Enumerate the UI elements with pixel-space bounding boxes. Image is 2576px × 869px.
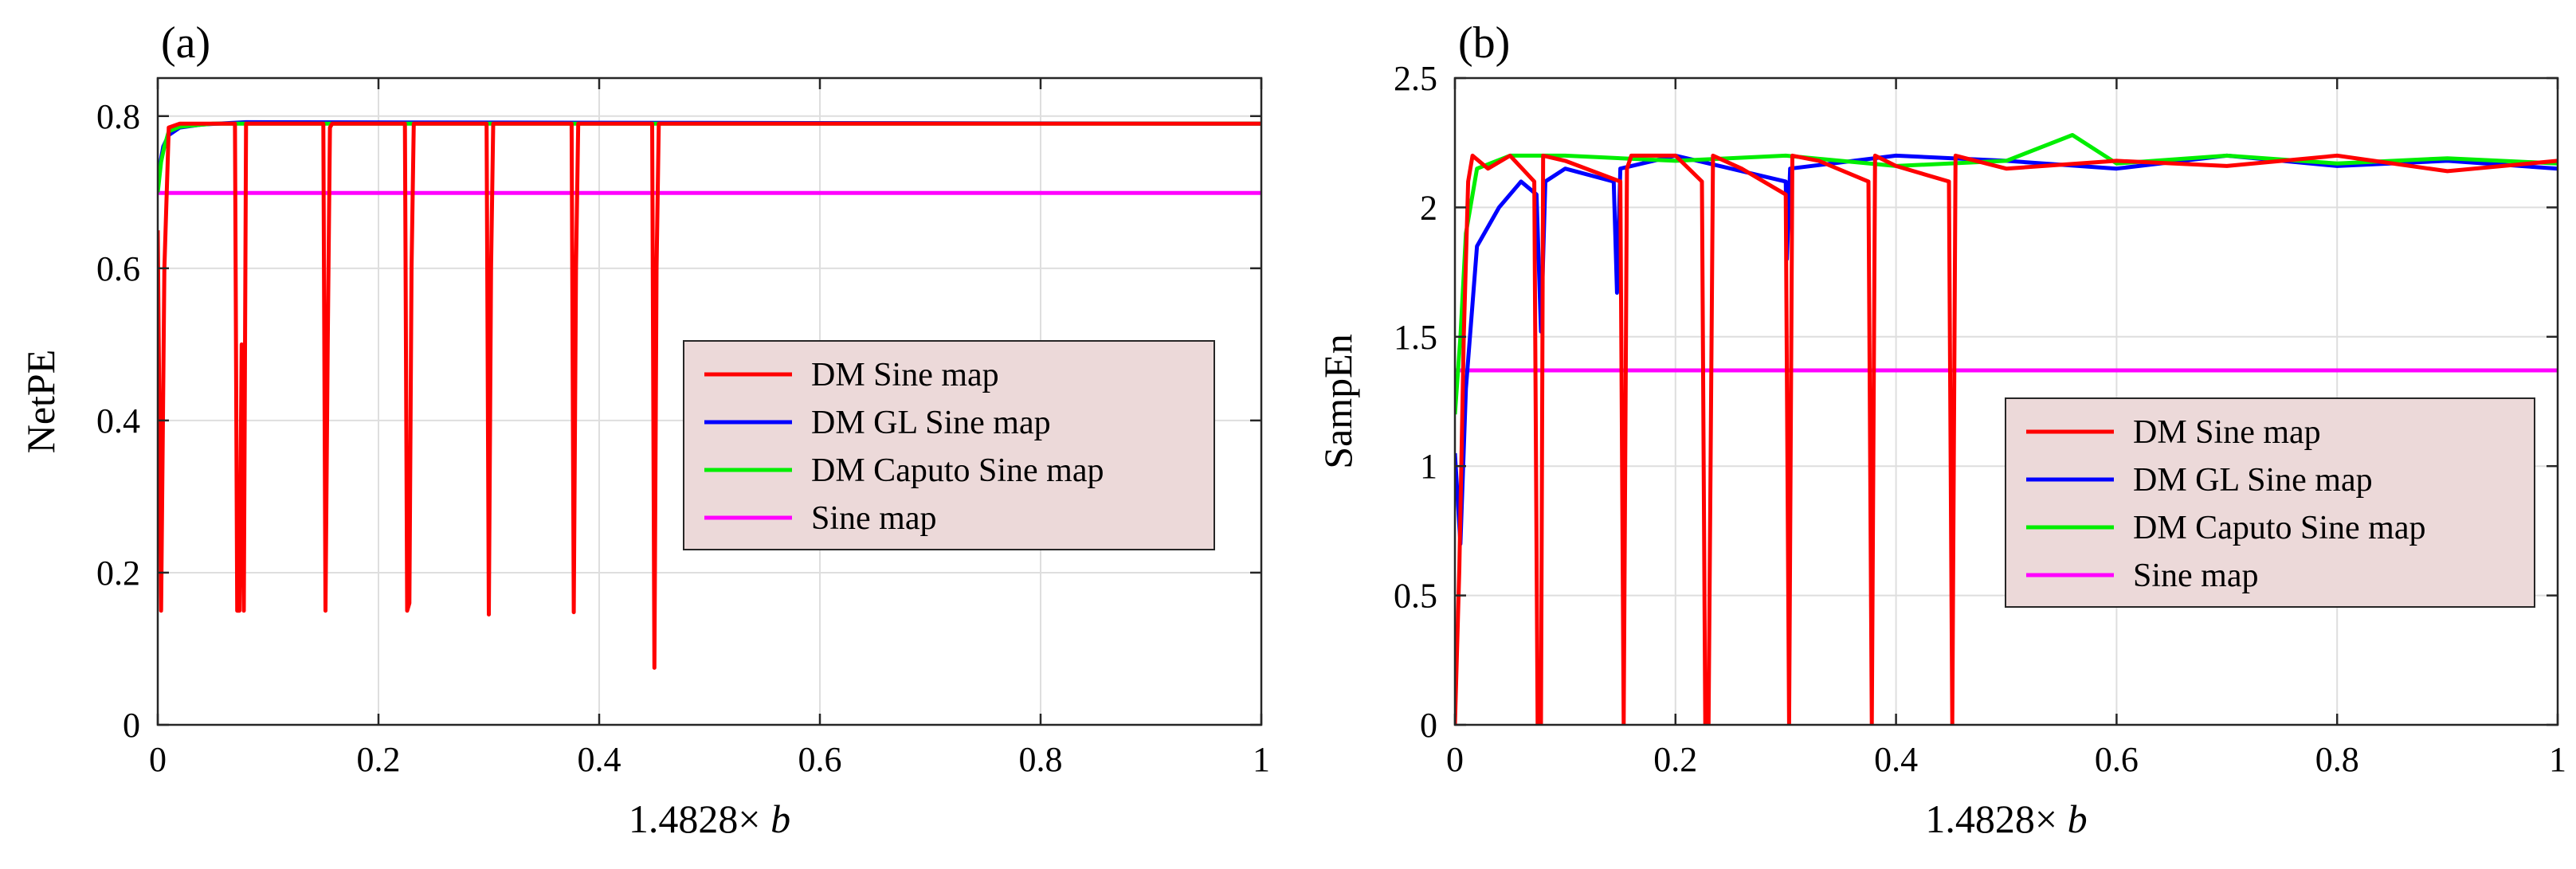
legend-label: DM GL Sine map	[2133, 462, 2373, 499]
x-tick-label: 0	[1446, 740, 1464, 779]
y-axis-label: NetPE	[18, 350, 63, 454]
x-tick-label: 0.8	[2315, 740, 2359, 779]
x-tick-label: 0.6	[798, 740, 842, 779]
y-tick-label: 0.4	[96, 401, 140, 440]
x-axis-label: 1.4828× b	[1925, 797, 2087, 841]
x-tick-label: 0.4	[578, 740, 621, 779]
legend-label: Sine map	[2133, 558, 2258, 594]
axes-box	[1453, 76, 2559, 726]
y-tick-label: 0.6	[96, 249, 140, 288]
panel-label: (b)	[1458, 18, 1510, 68]
legend-label: DM Caputo Sine map	[811, 452, 1104, 489]
series-line-dm-sine-map	[1455, 153, 2558, 725]
x-tick-label: 0.2	[357, 740, 401, 779]
legend-label: DM Sine map	[811, 357, 999, 393]
x-tick-label: 0.8	[1019, 740, 1063, 779]
chart-panel-a: 0 0.2 0.4 0.6 0.8 1 0 0.2 0.4 0.6 0.8 1.4828× b NetP…	[18, 18, 1270, 841]
y-tick-label: 0	[123, 706, 140, 745]
legend-label: DM Caputo Sine map	[2133, 510, 2425, 546]
x-tick-label: 0.6	[2095, 740, 2139, 779]
y-tick-label: 0.5	[1394, 577, 1437, 616]
legend-label: DM GL Sine map	[811, 405, 1051, 441]
legend: DM Sine map DM GL Sine map DM Caputo Sine …	[683, 340, 1215, 550]
y-tick-label: 2.5	[1394, 59, 1437, 98]
x-tick-label: 1	[2549, 740, 2566, 779]
x-axis-label: 1.4828× b	[629, 797, 790, 841]
series-line-dm-sine-map	[158, 121, 1261, 670]
legend: DM Sine map DM GL Sine map DM Caputo Sine …	[2005, 397, 2535, 608]
y-tick-label: 2	[1420, 188, 1437, 227]
legend-box	[683, 340, 1215, 550]
y-tick-label: 0.2	[96, 554, 140, 593]
y-tick-label: 0.8	[96, 97, 140, 136]
y-axis-label: SampEn	[1315, 334, 1360, 468]
legend-label: DM Sine map	[2133, 414, 2321, 451]
chart-panel-b: 0 0.2 0.4 0.6 0.8 1 0 0.5 1 1.5 2 2.5 1.4828× b SampE…	[1315, 18, 2566, 841]
x-tick-label: 1	[1253, 740, 1270, 779]
x-tick-label: 0	[149, 740, 167, 779]
y-tick-label: 1	[1420, 447, 1437, 486]
panel-label: (a)	[161, 18, 210, 68]
legend-label: Sine map	[811, 500, 936, 537]
x-tick-label: 0.4	[1874, 740, 1918, 779]
x-tick-label: 0.2	[1653, 740, 1697, 779]
axes-box	[156, 76, 1263, 726]
y-tick-label: 1.5	[1394, 318, 1437, 357]
y-tick-label: 0	[1420, 706, 1437, 745]
